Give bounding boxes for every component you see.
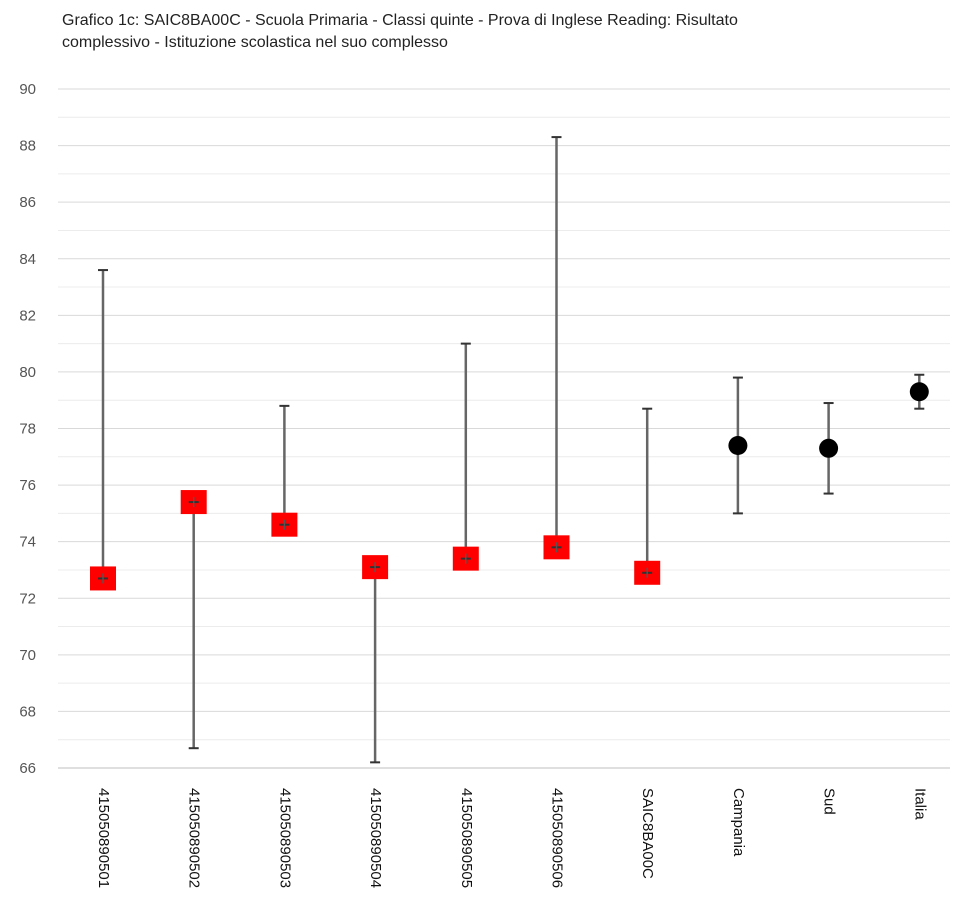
y-tick-label: 72 bbox=[19, 590, 36, 607]
y-tick-label: 78 bbox=[19, 421, 36, 438]
y-tick-label: 66 bbox=[19, 760, 36, 777]
chart-title: Grafico 1c: SAIC8BA00C - Scuola Primaria… bbox=[62, 10, 942, 54]
x-category-label: 415050890504 bbox=[367, 788, 384, 888]
y-tick-label: 70 bbox=[19, 647, 36, 664]
chart-title-line-1: Grafico 1c: SAIC8BA00C - Scuola Primaria… bbox=[62, 12, 738, 29]
y-tick-label: 74 bbox=[19, 534, 36, 551]
y-tick-label: 90 bbox=[19, 81, 36, 98]
x-category-label: 415050890503 bbox=[276, 788, 293, 888]
x-category-label: Italia bbox=[911, 788, 928, 820]
x-category-label: 415050890501 bbox=[95, 788, 112, 888]
data-point-circle bbox=[909, 382, 929, 402]
x-category-label: Sud bbox=[821, 788, 838, 815]
x-category-label: 415050890502 bbox=[186, 788, 203, 888]
y-tick-label: 88 bbox=[19, 138, 36, 155]
data-point-circle bbox=[728, 435, 748, 455]
y-tick-label: 82 bbox=[19, 307, 36, 324]
chart-title-line-2: complessivo - Istituzione scolastica nel… bbox=[62, 34, 448, 51]
y-tick-label: 80 bbox=[19, 364, 36, 381]
x-category-label: 415050890506 bbox=[549, 788, 566, 888]
y-tick-label: 68 bbox=[19, 703, 36, 720]
data-point-circle bbox=[819, 438, 839, 458]
y-tick-label: 76 bbox=[19, 477, 36, 494]
x-category-label: SAIC8BA00C bbox=[639, 788, 656, 879]
y-tick-label: 84 bbox=[19, 251, 36, 268]
x-category-label: Campania bbox=[730, 788, 747, 857]
y-tick-label: 86 bbox=[19, 194, 36, 211]
x-category-label: 415050890505 bbox=[458, 788, 475, 888]
